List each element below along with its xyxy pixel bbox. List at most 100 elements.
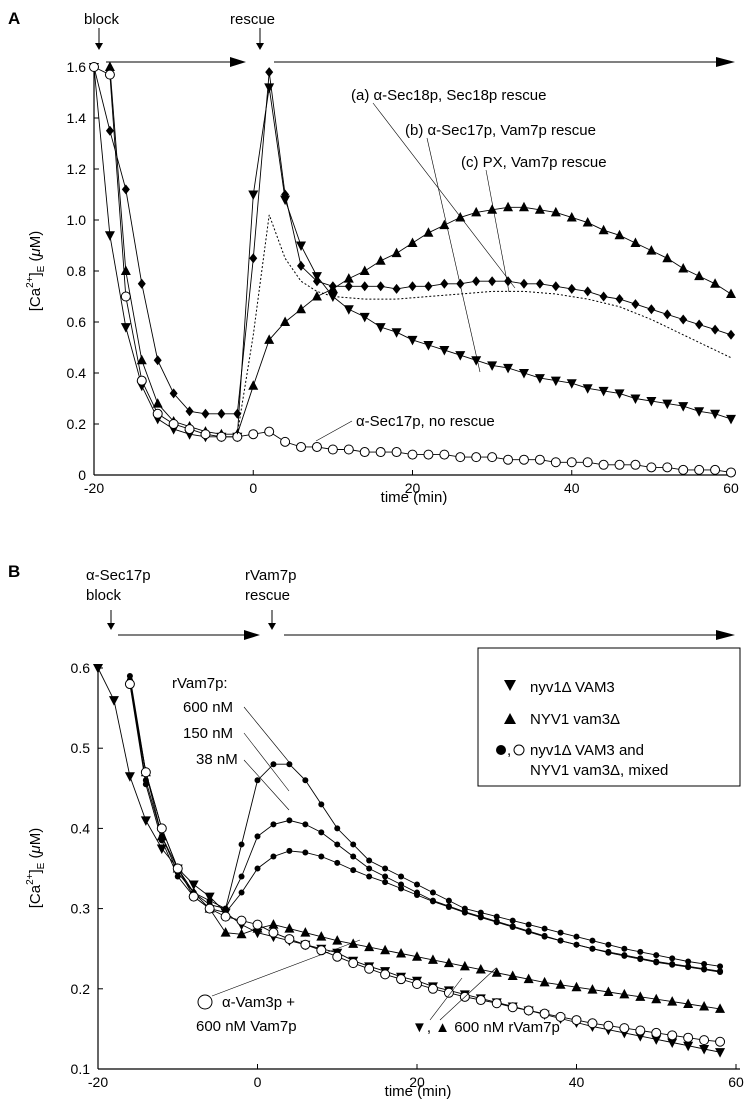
data-point bbox=[621, 945, 628, 952]
data-point bbox=[503, 363, 514, 374]
data-point bbox=[254, 865, 261, 872]
data-point bbox=[280, 436, 291, 447]
block-label: block bbox=[84, 11, 120, 28]
ticks-b: -20 0 20 40 60 0.1 0.2 0.3 0.4 0.5 0.6 bbox=[71, 660, 744, 1090]
data-point bbox=[407, 237, 418, 247]
data-point bbox=[268, 919, 279, 929]
data-point bbox=[503, 454, 514, 465]
data-point bbox=[168, 419, 179, 429]
data-point bbox=[429, 898, 436, 905]
data-point bbox=[169, 388, 178, 399]
data-point bbox=[472, 276, 481, 287]
y-tick-label-a: 0.8 bbox=[67, 263, 87, 279]
leader-600nm bbox=[243, 706, 290, 763]
data-point bbox=[582, 457, 593, 468]
data-point bbox=[717, 968, 724, 975]
y-tick-label-b: 0.4 bbox=[71, 820, 91, 836]
data-point bbox=[598, 224, 609, 235]
data-point bbox=[662, 399, 673, 410]
data-point bbox=[443, 987, 454, 998]
data-point bbox=[566, 379, 577, 389]
data-point bbox=[667, 996, 678, 1006]
data-point bbox=[557, 929, 564, 936]
data-point bbox=[589, 937, 596, 944]
data-point bbox=[120, 323, 131, 333]
data-point bbox=[427, 954, 438, 964]
data-point bbox=[631, 299, 640, 310]
series-a-4 bbox=[236, 214, 732, 435]
rescue-period-arrow-b bbox=[284, 630, 735, 640]
data-point bbox=[445, 903, 452, 910]
data-point bbox=[695, 319, 704, 330]
data-point bbox=[398, 873, 405, 880]
data-point bbox=[699, 1035, 710, 1046]
data-point bbox=[614, 389, 625, 399]
series-b-1 bbox=[124, 674, 726, 1013]
data-point bbox=[204, 892, 215, 903]
data-point bbox=[455, 452, 466, 463]
data-point bbox=[630, 459, 641, 470]
data-point bbox=[264, 426, 275, 437]
data-point bbox=[254, 777, 261, 784]
data-point bbox=[174, 873, 181, 880]
data-point bbox=[366, 857, 373, 864]
data-point bbox=[300, 939, 311, 950]
data-point bbox=[332, 951, 343, 962]
legend-item-1: nyv1Δ VAM3 bbox=[530, 679, 615, 696]
data-point bbox=[726, 414, 736, 425]
data-point bbox=[535, 278, 544, 289]
data-point bbox=[424, 281, 433, 292]
data-point bbox=[270, 821, 277, 828]
block-arrow-down bbox=[95, 28, 103, 50]
data-point bbox=[507, 1002, 518, 1013]
data-point bbox=[236, 928, 247, 939]
data-point bbox=[619, 988, 630, 999]
data-point bbox=[683, 1032, 694, 1043]
data-point bbox=[491, 967, 502, 977]
data-point bbox=[108, 696, 119, 706]
data-point bbox=[525, 921, 532, 928]
svg-text:[Ca2+]E (μM): [Ca2+]E (μM) bbox=[25, 231, 47, 311]
data-point bbox=[412, 978, 422, 989]
data-point bbox=[571, 1015, 582, 1026]
data-point bbox=[136, 375, 147, 386]
data-point bbox=[423, 340, 434, 351]
y-tick-label-a: 1.0 bbox=[67, 212, 87, 228]
leader-triangles-1 bbox=[429, 977, 463, 1021]
block-period-arrow bbox=[106, 57, 246, 67]
data-point bbox=[519, 278, 528, 289]
data-point bbox=[136, 354, 147, 365]
data-point bbox=[678, 262, 689, 273]
data-point bbox=[669, 960, 676, 967]
data-point bbox=[286, 761, 293, 768]
leader-triangles-2 bbox=[439, 967, 497, 1021]
data-point bbox=[375, 447, 386, 458]
data-point bbox=[679, 314, 688, 325]
data-point bbox=[296, 241, 307, 251]
data-point bbox=[158, 837, 165, 844]
data-point bbox=[523, 1005, 534, 1016]
data-point bbox=[471, 356, 482, 366]
data-point bbox=[635, 991, 646, 1001]
data-point bbox=[423, 227, 434, 237]
data-point bbox=[359, 447, 370, 458]
data-point bbox=[382, 873, 389, 880]
data-point bbox=[350, 853, 357, 860]
data-point bbox=[614, 459, 625, 470]
data-point bbox=[551, 281, 560, 292]
leader-avam3p bbox=[211, 939, 361, 997]
data-point bbox=[104, 231, 115, 241]
data-point bbox=[683, 998, 694, 1009]
x-tick-label-a: 0 bbox=[249, 480, 257, 496]
data-point bbox=[311, 291, 322, 301]
data-point bbox=[678, 402, 689, 412]
data-point bbox=[391, 328, 402, 338]
data-point bbox=[414, 891, 420, 898]
data-point bbox=[710, 464, 721, 475]
data-point bbox=[238, 889, 245, 896]
data-point bbox=[121, 184, 130, 195]
data-point bbox=[350, 841, 357, 848]
data-point bbox=[504, 276, 513, 287]
annotation-rvam7p: rVam7p: bbox=[172, 675, 228, 692]
